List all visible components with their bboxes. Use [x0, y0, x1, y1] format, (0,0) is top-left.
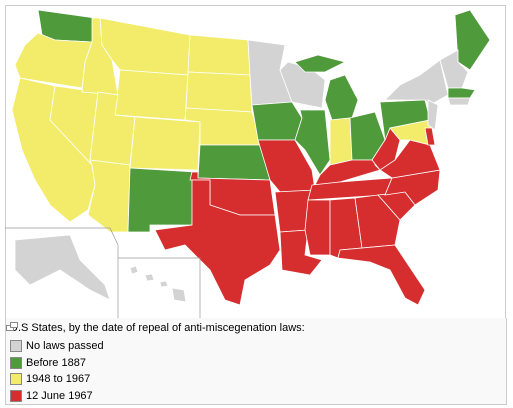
legend-swatch — [10, 340, 22, 352]
state — [171, 287, 187, 303]
legend-label: No laws passed — [26, 340, 104, 352]
state — [279, 61, 326, 109]
legend-swatch — [10, 373, 22, 385]
legend-swatch — [10, 389, 22, 402]
state — [251, 101, 303, 141]
state — [354, 194, 401, 249]
state — [154, 179, 281, 306]
state — [304, 199, 331, 256]
legend-label: Before 1887 — [26, 356, 86, 369]
state — [129, 265, 139, 275]
state — [185, 71, 253, 113]
state — [114, 69, 189, 121]
legend-label: 1948 to 1967 — [26, 373, 91, 385]
inset-border — [5, 227, 119, 318]
state — [424, 127, 436, 146]
state — [329, 117, 353, 166]
map — [5, 5, 506, 319]
state — [447, 87, 476, 99]
caption: U.S States, by the date of repeal of ant… — [10, 322, 305, 334]
legend-label: 12 June 1967 — [26, 389, 93, 402]
inset-border — [118, 257, 201, 318]
state — [187, 34, 251, 76]
enlarge-icon[interactable] — [6, 322, 18, 331]
state — [144, 273, 155, 282]
state — [159, 280, 169, 288]
state — [374, 139, 441, 179]
state — [384, 59, 449, 106]
state — [447, 97, 471, 106]
state — [337, 244, 426, 306]
state — [197, 144, 271, 181]
state — [294, 54, 347, 73]
state — [14, 234, 111, 301]
state — [129, 116, 201, 171]
states — [11, 9, 491, 306]
caption-box: U.S States, by the date of repeal of ant… — [5, 318, 507, 405]
state — [427, 99, 439, 131]
legend-swatch — [10, 356, 22, 369]
state — [294, 109, 331, 176]
state — [127, 167, 196, 233]
